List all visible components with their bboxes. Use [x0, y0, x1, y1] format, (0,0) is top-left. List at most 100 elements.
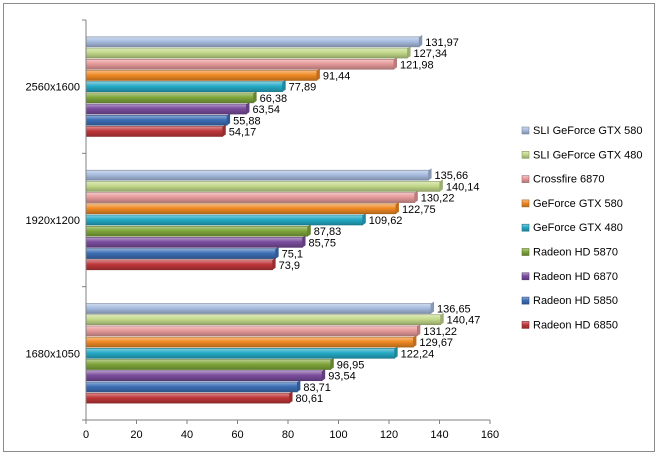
bar-2560x1600-sli-geforce-gtx-480 — [85, 47, 408, 59]
bar-1680x1050-radeon-hd-5870 — [85, 359, 332, 370]
bar-2560x1600-radeon-hd-6870 — [85, 103, 247, 115]
bar-cap — [428, 168, 432, 181]
bar-cap — [322, 368, 326, 381]
bar-cap — [330, 357, 334, 370]
x-tick-label: 140 — [430, 429, 448, 441]
bar-2560x1600-sli-geforce-gtx-580 — [85, 36, 420, 48]
bar-cap — [222, 124, 226, 137]
bar-1680x1050-geforce-gtx-580 — [85, 336, 414, 348]
legend-swatch — [521, 321, 530, 329]
bar-2560x1600-geforce-gtx-580 — [85, 70, 318, 81]
bar-cap — [302, 235, 306, 248]
legend-label: Radeon HD 5850 — [533, 295, 618, 307]
legend-swatch — [521, 248, 530, 256]
legend-swatch — [521, 272, 530, 281]
bar-1920x1200-geforce-gtx-480 — [85, 214, 364, 226]
bar-cap — [439, 179, 443, 192]
legend-label: GeForce GTX 580 — [533, 198, 623, 210]
legend-label: Radeon HD 6870 — [533, 271, 618, 283]
category-label: 1920x1200 — [26, 215, 80, 227]
data-label: 63,54 — [252, 104, 280, 116]
bar-cap — [393, 57, 397, 70]
data-label: 96,95 — [337, 360, 365, 372]
bar-cap — [289, 391, 293, 404]
bar-1680x1050-sli-geforce-gtx-480 — [85, 314, 441, 326]
legend-label: SLI GeForce GTX 580 — [533, 125, 642, 137]
category-label: 1680x1050 — [26, 348, 80, 360]
data-label: 131,22 — [423, 326, 457, 338]
bar-cap — [275, 246, 279, 259]
bar-1920x1200-sli-geforce-gtx-580 — [85, 169, 429, 181]
data-label: 83,71 — [303, 382, 331, 394]
legend-label: Crossfire 6870 — [533, 174, 605, 186]
bar-1920x1200-crossfire-6870 — [85, 192, 416, 203]
bar-cap — [394, 346, 398, 359]
bar-cap — [414, 190, 418, 203]
bar-1680x1050-geforce-gtx-480 — [85, 348, 395, 359]
legend-swatch — [521, 126, 530, 135]
category-label: 2560x1600 — [26, 82, 80, 94]
bar-2560x1600-radeon-hd-5850 — [85, 114, 228, 126]
data-label: 66,38 — [260, 93, 288, 105]
legend-swatch — [521, 175, 530, 183]
bar-1680x1050-radeon-hd-6850 — [85, 392, 290, 404]
data-label: 136,65 — [437, 304, 471, 316]
legend-swatch — [521, 223, 530, 232]
bar-2560x1600-geforce-gtx-480 — [85, 81, 283, 92]
bar-1920x1200-geforce-gtx-580 — [85, 203, 397, 215]
bar-2560x1600-crossfire-6870 — [85, 58, 395, 70]
bar-1920x1200-sli-geforce-gtx-480 — [85, 181, 441, 192]
bar-1680x1050-radeon-hd-5850 — [85, 381, 298, 393]
bar-1920x1200-radeon-hd-6850 — [85, 259, 273, 271]
bar-cap — [395, 201, 399, 214]
bar-cap — [362, 213, 366, 225]
x-tick-label: 0 — [83, 429, 89, 441]
data-label: 77,89 — [289, 82, 317, 94]
bar-cap — [440, 312, 444, 325]
bar-1680x1050-crossfire-6870 — [85, 325, 418, 337]
data-label: 54,17 — [229, 126, 257, 138]
data-label: 73,9 — [279, 260, 300, 272]
x-tick-label: 40 — [181, 429, 193, 441]
x-tick-label: 60 — [231, 429, 243, 441]
bar-cap — [282, 79, 286, 92]
data-label: 122,75 — [402, 204, 436, 216]
data-label: 122,24 — [401, 348, 435, 360]
legend-label: Radeon HD 6850 — [533, 319, 618, 331]
bar-cap — [246, 102, 250, 115]
x-tick-label: 160 — [481, 429, 499, 441]
legend: SLI GeForce GTX 580 SLI GeForce GTX 480 Cr… — [521, 125, 642, 331]
data-label: 109,62 — [369, 215, 403, 227]
bar-cap — [431, 301, 435, 314]
bar-cap — [413, 335, 417, 348]
bar-cap — [253, 90, 257, 103]
data-label: 129,67 — [419, 337, 453, 349]
data-label: 93,54 — [328, 371, 356, 383]
data-label: 131,97 — [425, 37, 459, 49]
bar-1680x1050-sli-geforce-gtx-580 — [85, 303, 432, 314]
bar-cap — [297, 379, 301, 392]
data-label: 135,66 — [435, 170, 469, 182]
bar-cap — [417, 323, 421, 336]
bar-1920x1200-radeon-hd-5870 — [85, 225, 309, 237]
x-tick-label: 100 — [329, 429, 347, 441]
bar-1680x1050-radeon-hd-6870 — [85, 370, 323, 382]
data-label: 91,44 — [323, 70, 351, 82]
data-label: 85,75 — [309, 237, 337, 249]
bar-1920x1200-radeon-hd-5850 — [85, 248, 276, 259]
bar-cap — [307, 224, 311, 237]
bar-2560x1600-radeon-hd-5870 — [85, 92, 254, 104]
data-label: 55,88 — [233, 115, 261, 127]
legend-label: GeForce GTX 480 — [533, 222, 623, 234]
bar-1920x1200-radeon-hd-6870 — [85, 237, 303, 248]
bar-2560x1600-radeon-hd-6850 — [85, 126, 224, 137]
data-label: 80,61 — [296, 393, 324, 405]
legend-swatch — [521, 199, 530, 208]
data-label: 75,1 — [282, 249, 303, 261]
legend-label: Radeon HD 5870 — [533, 247, 618, 259]
x-tick-label: 20 — [130, 429, 142, 441]
axes-layer: 1680x1050 1920x1200 2560x1600 0 20 40 60 80 100 1… — [26, 19, 499, 441]
data-label: 140,14 — [446, 181, 480, 193]
